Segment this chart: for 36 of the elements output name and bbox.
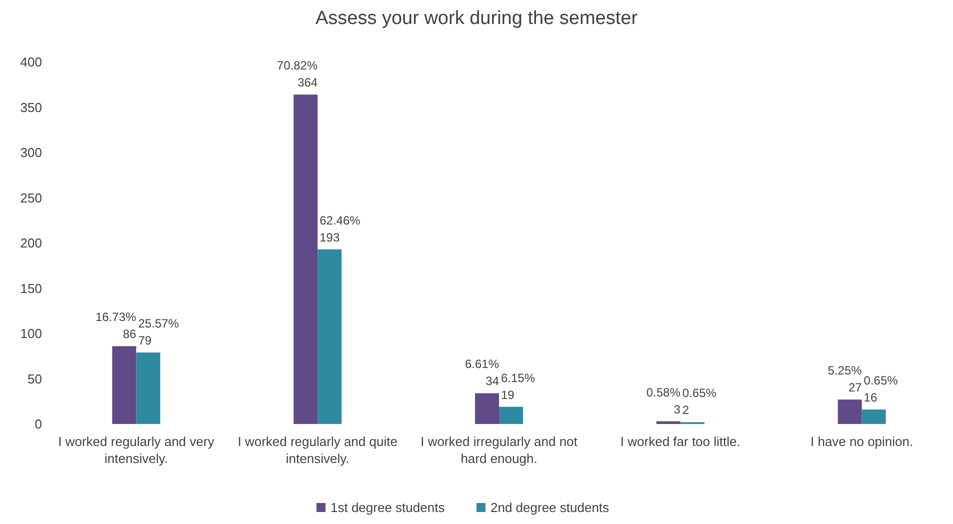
- y-tick-label: 400: [20, 54, 42, 70]
- y-tick-label: 100: [20, 326, 42, 342]
- y-tick-label: 300: [20, 145, 42, 160]
- x-tick-label: I worked regularly and very intensively.: [58, 434, 215, 466]
- legend-label: 1st degree students: [330, 500, 446, 515]
- data-label: 0.65% 2: [682, 386, 717, 418]
- data-label: 25.57% 79: [138, 316, 180, 348]
- data-label: 6.15% 19: [501, 370, 536, 402]
- y-tick-label: 0: [34, 416, 42, 432]
- data-label: 16.73% 86: [95, 310, 137, 342]
- bar: [499, 406, 523, 424]
- bar: [294, 94, 318, 424]
- y-tick-label: 200: [20, 236, 42, 251]
- data-label: 0.65% 16: [864, 374, 898, 405]
- bar: [838, 400, 862, 424]
- x-tick-label: I have no opinion.: [810, 434, 914, 449]
- bar: [862, 410, 886, 424]
- bar: [656, 421, 680, 424]
- x-tick-label: I worked far too little.: [620, 434, 740, 449]
- data-label: 70.82% 364: [276, 58, 318, 90]
- bar: [136, 352, 160, 424]
- data-label: 6.61% 34: [464, 357, 500, 388]
- x-tick-label: I worked regularly and quite intensively.: [238, 434, 398, 466]
- y-tick-label: 150: [20, 280, 42, 296]
- data-label: 0.58% 3: [646, 385, 681, 416]
- bar: [112, 346, 136, 424]
- chart-title: Assess your work during the semester: [315, 8, 638, 29]
- x-tick-label: I worked irregularly and not hard enough.: [420, 434, 578, 466]
- legend-label: 2nd degree students: [490, 500, 610, 515]
- y-tick-label: 50: [28, 371, 42, 386]
- data-label: 5.25% 27: [828, 364, 862, 395]
- y-tick-label: 350: [20, 100, 42, 115]
- bar: [475, 393, 499, 424]
- y-tick-label: 250: [20, 190, 42, 206]
- bar: [318, 249, 342, 424]
- data-label: 62.46% 193: [320, 213, 361, 244]
